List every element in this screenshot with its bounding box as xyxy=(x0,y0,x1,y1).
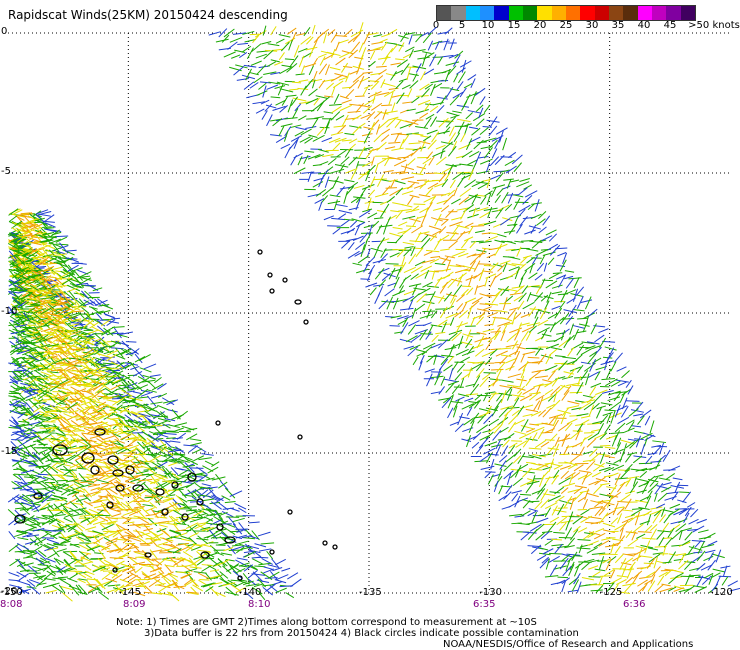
colorbar-swatch xyxy=(551,6,566,20)
island-outline xyxy=(107,455,119,465)
island-outline xyxy=(52,444,68,456)
island-outline xyxy=(303,319,309,325)
colorbar-swatch xyxy=(565,6,581,20)
pass-time-label: 8:08 xyxy=(0,599,23,610)
island-outline xyxy=(94,428,106,436)
colorbar-tick-label: 30 xyxy=(585,20,599,31)
longitude-label: -135 xyxy=(359,587,382,598)
island-outline xyxy=(33,492,43,500)
island-outline xyxy=(196,498,204,506)
note-line-1: Note: 1) Times are GMT 2)Times along bot… xyxy=(116,617,537,628)
pass-time-label: 6:35 xyxy=(473,599,496,610)
colorbar-tick-label: 5 xyxy=(458,20,466,31)
island-outline xyxy=(132,484,144,492)
colorbar-tick-label: 40 xyxy=(637,20,651,31)
left-swath xyxy=(7,208,302,600)
island-outline xyxy=(155,488,165,496)
colorbar-tick-label: 25 xyxy=(559,20,573,31)
longitude-label: -150 xyxy=(0,587,23,598)
island-outline xyxy=(161,508,169,516)
longitude-label: -120 xyxy=(710,587,733,598)
island-outline xyxy=(216,523,224,531)
colorbar-swatch xyxy=(465,6,480,20)
colorbar-swatch xyxy=(522,6,538,20)
pass-time-label: 8:09 xyxy=(123,599,146,610)
colorbar-swatch xyxy=(537,6,552,20)
island-outline xyxy=(294,299,302,305)
longitude-label: -145 xyxy=(118,587,142,598)
island-outline xyxy=(200,551,210,559)
pass-time-label: 6:36 xyxy=(623,599,646,610)
note-line-2: 3)Data buffer is 22 hrs from 20150424 4)… xyxy=(144,628,579,639)
island-outline xyxy=(269,288,275,294)
colorbar-swatch xyxy=(651,6,667,20)
colorbar-labels: 0 5 10 15 20 25 30 35 40 45 >50 knots xyxy=(432,20,740,34)
colorbar-swatch xyxy=(451,6,466,20)
latitude-label: -15 xyxy=(1,446,18,457)
island-outline xyxy=(144,552,152,558)
island-outline xyxy=(224,536,236,544)
colorbar-tick-label: 10 xyxy=(481,20,495,31)
longitude-label: -125 xyxy=(599,587,623,598)
chart-title: Rapidscat Winds(25KM) 20150424 descendin… xyxy=(8,8,288,22)
island-outline xyxy=(125,465,135,475)
colorbar-swatch xyxy=(666,6,681,20)
latitude-label: -5 xyxy=(1,166,11,177)
colorbar-swatch xyxy=(580,6,595,20)
island-outline xyxy=(112,469,124,477)
colorbar-swatch xyxy=(494,6,509,20)
island-outline xyxy=(267,272,273,278)
island-outline xyxy=(171,481,179,489)
island-outline xyxy=(322,540,328,546)
colorbar-swatch xyxy=(437,6,452,20)
island-outline xyxy=(81,452,95,464)
colorbar-swatch xyxy=(594,6,609,20)
colorbar-tick-label: 15 xyxy=(507,20,521,31)
colorbar-swatch xyxy=(608,6,624,20)
credit-line: NOAA/NESDIS/Office of Research and Appli… xyxy=(443,639,694,650)
main-swath xyxy=(208,22,740,595)
colorbar-swatch xyxy=(623,6,638,20)
latitude-label: -20 xyxy=(1,586,18,597)
wind-speed-colorbar xyxy=(436,5,696,21)
latitude-label: 0 xyxy=(1,26,8,37)
island-outline xyxy=(269,549,275,555)
island-outline xyxy=(106,501,114,509)
colorbar-swatch xyxy=(508,6,523,20)
wind-barbs xyxy=(7,22,740,602)
colorbar-tick-label: 45 xyxy=(663,20,677,31)
island-outline xyxy=(237,575,243,581)
island-outline xyxy=(215,420,221,426)
colorbar-tick-label: 20 xyxy=(533,20,547,31)
colorbar-swatch xyxy=(637,6,652,20)
island-outline xyxy=(287,509,293,515)
island-outlines xyxy=(14,249,338,581)
island-outline xyxy=(297,434,303,440)
island-outline xyxy=(282,277,288,283)
colorbar-swatch xyxy=(680,6,695,20)
island-outline xyxy=(90,465,100,475)
island-outline xyxy=(332,544,338,550)
longitude-label: -130 xyxy=(479,587,503,598)
colorbar-tick-label: >50 knots xyxy=(688,20,740,31)
island-outline xyxy=(187,472,197,482)
longitude-label: -140 xyxy=(238,587,262,598)
island-outline xyxy=(112,567,118,573)
colorbar-tick-label: 35 xyxy=(611,20,625,31)
colorbar-tick-label: 0 xyxy=(432,20,440,31)
island-outline xyxy=(257,249,263,255)
latitude-label: -10 xyxy=(1,306,18,317)
island-outline xyxy=(115,484,125,492)
island-outline xyxy=(14,514,26,524)
colorbar-swatch xyxy=(479,6,495,20)
island-outline xyxy=(181,513,189,521)
pass-time-label: 8:10 xyxy=(248,599,271,610)
